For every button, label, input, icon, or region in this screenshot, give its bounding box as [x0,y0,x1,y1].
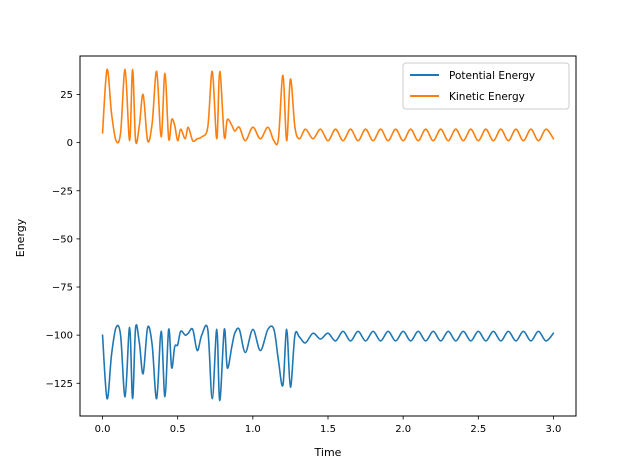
legend-label-potential-energy: Potential Energy [449,70,535,82]
legend-label-kinetic-energy: Kinetic Energy [449,91,525,103]
series-line-kinetic-energy [101,68,555,146]
y-tick-label: 0 [67,138,73,149]
x-axis-label: Time [314,446,342,459]
x-tick-label: 0.0 [95,424,111,435]
x-axis: 0.0 0.5 1.0 1.5 2.0 2.5 3.0 [95,416,562,435]
y-axis-label: Energy [14,218,27,257]
series-line-potential-energy [101,324,555,402]
y-tick-label: −125 [46,379,73,390]
x-tick-label: 3.0 [546,424,562,435]
x-tick-label: 1.0 [245,424,261,435]
y-tick-label: −25 [52,186,73,197]
x-tick-label: 2.0 [395,424,411,435]
y-axis: 25 0 −25 −50 −75 −100 −125 [46,90,80,390]
y-tick-label: −75 [52,283,73,294]
legend-frame [402,62,570,110]
y-tick-label: 25 [60,90,73,101]
x-tick-label: 2.5 [470,424,486,435]
series-layer [101,68,555,402]
x-tick-label: 1.5 [320,424,336,435]
y-tick-label: −50 [52,234,73,245]
x-tick-label: 0.5 [170,424,186,435]
legend: Potential Energy Kinetic Energy [402,62,570,110]
y-tick-label: −100 [46,331,73,342]
